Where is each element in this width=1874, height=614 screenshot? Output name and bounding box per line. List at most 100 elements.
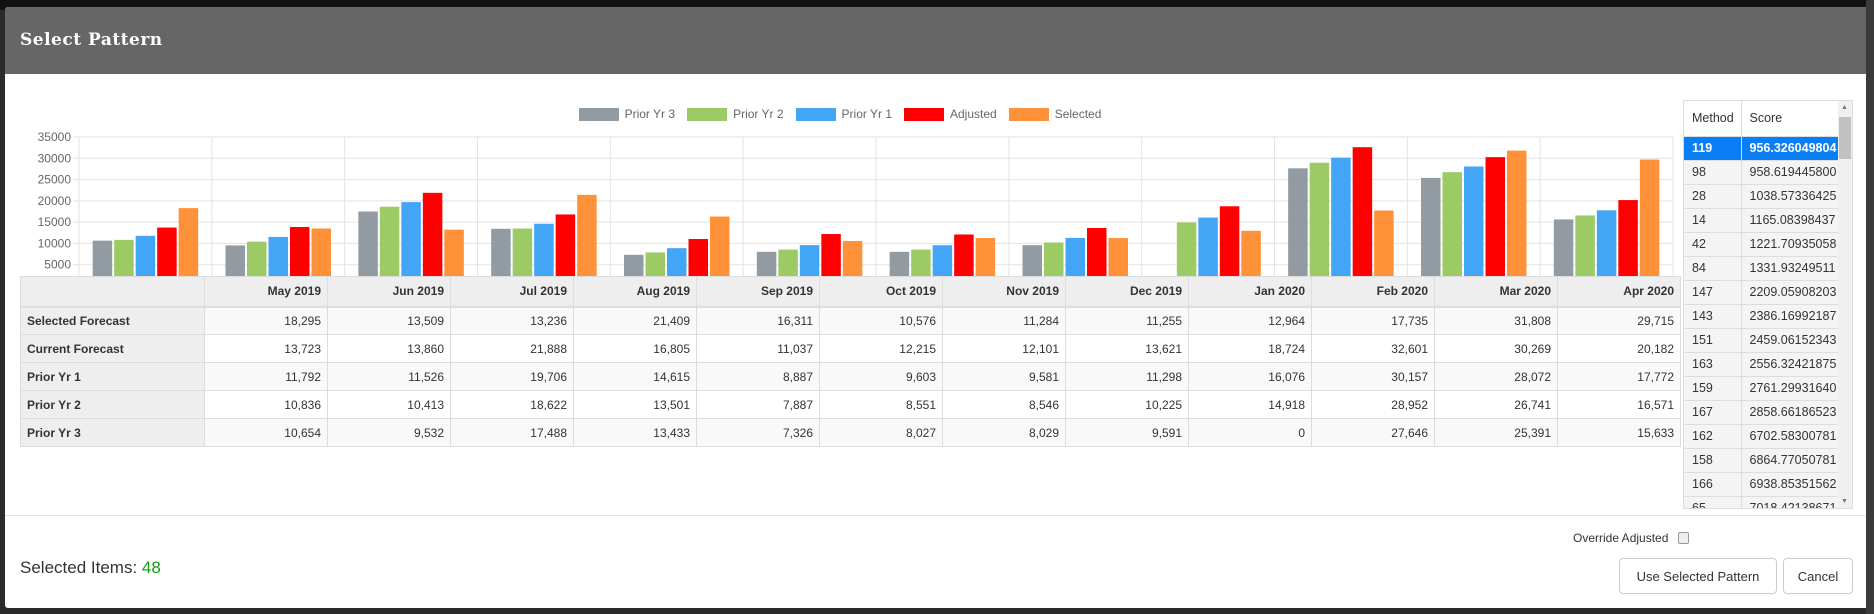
table-cell: 32,601 xyxy=(1311,334,1435,363)
method-row[interactable]: 84 1331.93249511 xyxy=(1684,256,1840,281)
scroll-down-icon[interactable]: ▼ xyxy=(1841,498,1848,505)
method-cell[interactable]: 119 xyxy=(1684,136,1742,161)
column-header: Jul 2019 xyxy=(450,276,574,308)
bar-selected xyxy=(444,229,464,286)
method-header[interactable]: Method xyxy=(1684,101,1742,137)
method-row[interactable]: 147 2209.05908203 xyxy=(1684,280,1840,305)
legend-item[interactable]: Prior Yr 1 xyxy=(795,107,892,121)
legend-item[interactable]: Adjusted xyxy=(904,107,997,121)
bar-prior-yr-1 xyxy=(268,236,288,286)
scrollbar-thumb[interactable] xyxy=(1839,117,1851,159)
method-cell[interactable]: 143 xyxy=(1684,304,1742,329)
method-row[interactable]: 143 2386.16992187 xyxy=(1684,304,1840,329)
method-row[interactable]: 14 1165.08398437 xyxy=(1684,208,1840,233)
y-tick-label: 25000 xyxy=(38,173,72,187)
score-cell[interactable]: 1221.70935058 xyxy=(1741,232,1840,257)
cancel-button[interactable]: Cancel xyxy=(1783,558,1853,594)
column-header: Feb 2020 xyxy=(1311,276,1435,308)
bar-prior-yr-1 xyxy=(932,245,953,286)
method-cell[interactable]: 162 xyxy=(1684,424,1742,449)
method-row[interactable]: 167 2858.66186523 xyxy=(1684,400,1840,425)
selected-items: Selected Items: 48 xyxy=(20,558,161,578)
legend-label: Prior Yr 1 xyxy=(841,107,892,121)
score-cell[interactable]: 7018.42138671 xyxy=(1741,496,1840,508)
method-cell[interactable]: 28 xyxy=(1684,184,1742,209)
scroll-up-icon[interactable]: ▲ xyxy=(1841,104,1848,111)
bar-prior-yr-3 xyxy=(92,240,113,286)
bar-prior-yr-1 xyxy=(135,235,156,286)
method-cell[interactable]: 42 xyxy=(1684,232,1742,257)
table-cell: 28,952 xyxy=(1311,390,1435,419)
legend-item[interactable]: Prior Yr 2 xyxy=(687,107,784,121)
score-cell[interactable]: 2761.29931640 xyxy=(1741,376,1840,401)
table-cell: 29,715 xyxy=(1557,306,1681,335)
method-cell[interactable]: 84 xyxy=(1684,256,1742,281)
use-selected-pattern-button[interactable]: Use Selected Pattern xyxy=(1619,558,1777,594)
column-header: Jan 2020 xyxy=(1188,276,1312,308)
legend-item[interactable]: Prior Yr 3 xyxy=(578,107,675,121)
method-row[interactable]: 151 2459.06152343 xyxy=(1684,328,1840,353)
method-table-scrollbar[interactable]: ▲ ▼ xyxy=(1838,101,1852,508)
bar-prior-yr-3 xyxy=(1022,245,1042,286)
score-cell[interactable]: 2209.05908203 xyxy=(1741,280,1840,305)
y-tick-label: 20000 xyxy=(38,194,72,208)
table-cell: 17,488 xyxy=(450,418,574,447)
method-cell[interactable]: 98 xyxy=(1684,160,1742,185)
score-cell[interactable]: 1165.08398437 xyxy=(1741,208,1840,233)
bar-prior-yr-1 xyxy=(534,223,554,286)
override-adjusted[interactable]: Override Adjusted xyxy=(1573,531,1690,545)
method-cell[interactable]: 166 xyxy=(1684,472,1742,497)
method-cell[interactable]: 151 xyxy=(1684,328,1742,353)
method-row[interactable]: 42 1221.70935058 xyxy=(1684,232,1840,257)
page-scrollbar[interactable] xyxy=(1866,0,1874,614)
bar-selected xyxy=(311,228,331,286)
bar-prior-yr-3 xyxy=(1421,177,1441,286)
method-cell[interactable]: 163 xyxy=(1684,352,1742,377)
bar-selected xyxy=(975,237,996,286)
score-cell[interactable]: 6938.85351562 xyxy=(1741,472,1840,497)
override-adjusted-checkbox[interactable] xyxy=(1678,532,1690,544)
score-cell[interactable]: 6702.58300781 xyxy=(1741,424,1840,449)
table-cell: 16,805 xyxy=(573,334,697,363)
method-cell[interactable]: 167 xyxy=(1684,400,1742,425)
bar-prior-yr-1 xyxy=(1464,166,1484,286)
table-cell: 9,532 xyxy=(327,418,451,447)
score-header[interactable]: Score xyxy=(1741,101,1840,137)
footer-divider xyxy=(5,515,1868,516)
method-cell[interactable]: 158 xyxy=(1684,448,1742,473)
method-cell[interactable]: 159 xyxy=(1684,376,1742,401)
score-cell[interactable]: 958.619445800 xyxy=(1741,160,1840,185)
bar-adjusted xyxy=(422,192,443,286)
method-row[interactable]: 166 6938.85351562 xyxy=(1684,472,1840,497)
bar-prior-yr-1 xyxy=(401,202,421,286)
legend-item[interactable]: Selected xyxy=(1008,107,1101,121)
method-row[interactable]: 158 6864.77050781 xyxy=(1684,448,1840,473)
score-cell[interactable]: 956.326049804 xyxy=(1741,136,1840,161)
table-cell: 7,887 xyxy=(696,390,820,419)
method-row[interactable]: 28 1038.57336425 xyxy=(1684,184,1840,209)
table-cell: 17,772 xyxy=(1557,362,1681,391)
score-cell[interactable]: 2556.32421875 xyxy=(1741,352,1840,377)
override-adjusted-label: Override Adjusted xyxy=(1573,531,1669,545)
score-cell[interactable]: 1331.93249511 xyxy=(1741,256,1840,281)
score-cell[interactable]: 2386.16992187 xyxy=(1741,304,1840,329)
method-row[interactable]: 65 7018.42138671 xyxy=(1684,496,1840,508)
method-cell[interactable]: 65 xyxy=(1684,496,1742,508)
method-cell[interactable]: 14 xyxy=(1684,208,1742,233)
score-cell[interactable]: 1038.57336425 xyxy=(1741,184,1840,209)
table-cell: 13,501 xyxy=(573,390,697,419)
score-cell[interactable]: 6864.77050781 xyxy=(1741,448,1840,473)
table-cell: 21,888 xyxy=(450,334,574,363)
table-cell: 9,603 xyxy=(819,362,943,391)
table-cell: 21,409 xyxy=(573,306,697,335)
method-cell[interactable]: 147 xyxy=(1684,280,1742,305)
bar-prior-yr-1 xyxy=(1596,210,1617,286)
score-cell[interactable]: 2459.06152343 xyxy=(1741,328,1840,353)
method-row[interactable]: 162 6702.58300781 xyxy=(1684,424,1840,449)
method-row[interactable]: 163 2556.32421875 xyxy=(1684,352,1840,377)
method-row[interactable]: 159 2761.29931640 xyxy=(1684,376,1840,401)
method-row[interactable]: 119 956.326049804 xyxy=(1684,136,1840,161)
score-cell[interactable]: 2858.66186523 xyxy=(1741,400,1840,425)
method-row[interactable]: 98 958.619445800 xyxy=(1684,160,1840,185)
table-cell: 18,622 xyxy=(450,390,574,419)
